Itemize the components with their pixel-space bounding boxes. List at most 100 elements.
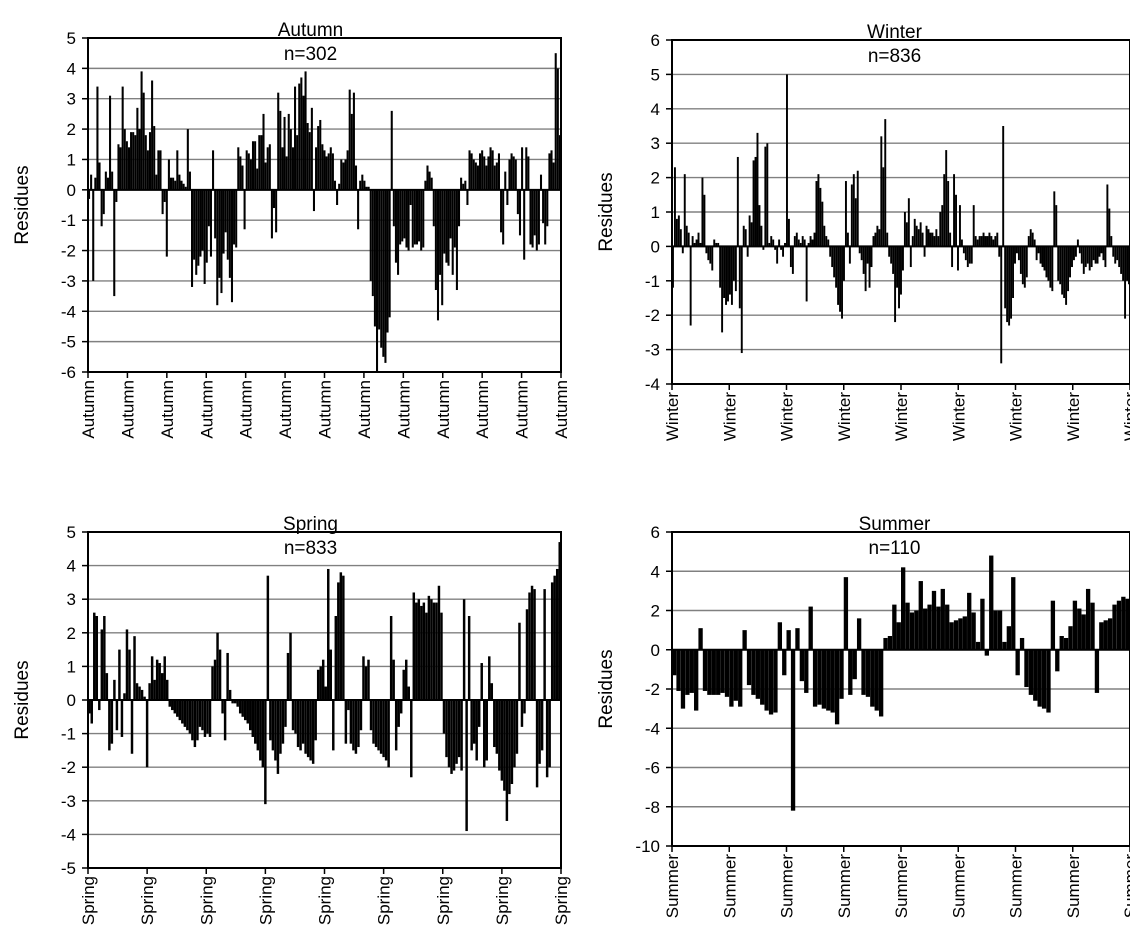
bar: [791, 246, 794, 274]
bar: [98, 162, 101, 190]
bar: [304, 71, 307, 190]
bar: [784, 242, 786, 247]
bar: [324, 686, 327, 700]
bar: [256, 700, 260, 751]
bar: [312, 189, 315, 212]
bar: [301, 700, 305, 744]
bar: [311, 700, 315, 764]
bar: [184, 186, 187, 190]
bar: [488, 656, 491, 700]
bar: [428, 171, 431, 190]
x-tick-label: Winter: [949, 392, 968, 441]
y-tick-label: -1: [61, 211, 76, 230]
bar: [685, 649, 690, 695]
bar: [533, 589, 536, 700]
bar: [1112, 604, 1117, 650]
plot-frame: [87, 37, 562, 373]
series-residues: [88, 542, 561, 832]
x-tick-label: Autumn: [118, 380, 137, 439]
bar: [872, 236, 875, 247]
bar: [266, 575, 270, 700]
bar: [123, 129, 126, 190]
bar: [138, 686, 141, 700]
bar: [144, 135, 147, 190]
bar: [259, 700, 262, 761]
bar: [1008, 246, 1011, 326]
bar: [437, 585, 441, 700]
bar: [440, 612, 443, 700]
y-axis-label: Residues: [596, 649, 617, 728]
bar: [159, 150, 162, 190]
bar: [941, 205, 944, 247]
x-tick-label: Autumn: [355, 380, 374, 439]
bar: [975, 641, 981, 650]
bar: [848, 649, 853, 695]
bar: [455, 189, 458, 291]
series-residues: [88, 53, 561, 372]
bar: [755, 649, 760, 699]
y-axis-label: Residues: [596, 172, 617, 251]
bar: [1028, 649, 1034, 695]
bar: [523, 189, 526, 260]
bar: [558, 135, 561, 190]
bar: [909, 612, 915, 650]
bar: [470, 153, 473, 190]
bar: [984, 649, 989, 656]
bar: [1080, 246, 1083, 264]
bar: [239, 156, 242, 190]
bar: [760, 649, 765, 705]
bar: [552, 162, 555, 190]
bar: [693, 242, 696, 247]
bar: [1114, 246, 1117, 264]
bar: [1100, 246, 1103, 254]
bar: [935, 229, 938, 247]
bar: [540, 700, 544, 751]
bar: [709, 246, 712, 264]
bar: [365, 186, 368, 190]
bar: [535, 189, 538, 251]
bar: [1006, 246, 1009, 323]
bar: [188, 171, 191, 190]
bar: [191, 189, 194, 287]
x-tick-label: Summer: [835, 854, 854, 919]
bar: [837, 246, 840, 305]
bar: [167, 159, 170, 190]
bar: [724, 649, 730, 697]
bar: [839, 649, 844, 699]
bar: [789, 246, 792, 268]
bar: [801, 236, 804, 247]
bar: [727, 246, 729, 302]
bar: [831, 246, 834, 268]
bar: [780, 246, 783, 250]
bar: [460, 177, 463, 190]
bar: [379, 700, 383, 754]
bar: [349, 700, 353, 744]
bar: [183, 700, 187, 727]
bar: [425, 612, 428, 700]
bar: [384, 700, 388, 761]
bar: [331, 153, 334, 190]
bar: [1094, 246, 1097, 264]
bar: [923, 246, 926, 257]
bar: [974, 236, 977, 247]
bar: [953, 620, 959, 650]
bar: [213, 659, 217, 700]
bar: [1094, 649, 1100, 693]
bar: [319, 119, 322, 190]
bar: [760, 225, 763, 247]
bar: [689, 649, 694, 693]
bar: [182, 183, 185, 190]
x-tick-label: Autumn: [276, 380, 295, 439]
x-tick-label: Spring: [434, 876, 453, 925]
bar: [325, 156, 328, 190]
y-tick-label: -4: [61, 825, 76, 844]
bar: [90, 174, 93, 190]
bar: [321, 659, 325, 700]
bar: [939, 212, 942, 247]
bar: [399, 700, 403, 714]
bar: [268, 144, 271, 190]
bar: [287, 113, 290, 190]
y-tick-label: 1: [67, 150, 76, 169]
bar: [799, 649, 805, 682]
bar: [883, 637, 888, 650]
